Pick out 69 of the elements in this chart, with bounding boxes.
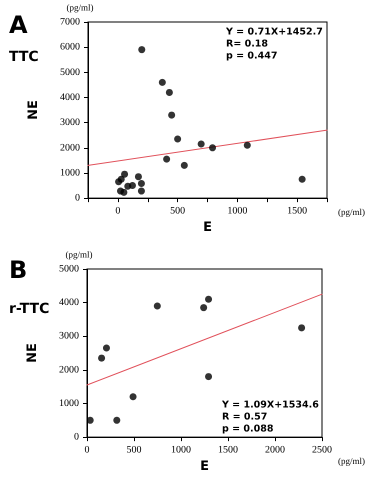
x-tick-label: 1500 xyxy=(287,206,308,217)
point xyxy=(163,156,170,163)
text: (pg/ml) xyxy=(338,207,365,217)
x-axis-title: E xyxy=(203,220,212,235)
annotation: p = 0.088 xyxy=(222,424,274,434)
text: TTC xyxy=(9,49,39,65)
x-tick-label: 1500 xyxy=(218,444,238,456)
point xyxy=(166,88,173,96)
y-tick-label: 0 xyxy=(75,192,80,204)
text: r-TTC xyxy=(9,301,50,317)
point xyxy=(180,162,188,169)
text: (pg/ml) xyxy=(66,250,92,260)
point xyxy=(121,170,128,178)
point xyxy=(138,46,146,54)
chart-title: B xyxy=(9,256,28,284)
y-tick-label: 6000 xyxy=(60,42,80,53)
y-tick-label: 0 xyxy=(74,432,79,443)
point xyxy=(168,112,176,119)
x-tick-label: 500 xyxy=(170,206,186,217)
y-tick-label: 7000 xyxy=(60,16,80,28)
point xyxy=(118,176,125,183)
point xyxy=(298,324,306,332)
y-tick-label: 4000 xyxy=(59,297,79,308)
point xyxy=(98,354,106,362)
point xyxy=(128,182,136,190)
annotation: R = 0.57 xyxy=(222,412,268,422)
point xyxy=(113,416,120,424)
y-tick-label: 3000 xyxy=(59,330,79,342)
x-tick-label: 1000 xyxy=(227,206,248,217)
annotation: Y = 0.71X+1452.7 xyxy=(225,26,323,38)
annotation: Y = 1.09X+1534.6 xyxy=(221,400,320,410)
text: (pg/ml) xyxy=(338,456,365,466)
point xyxy=(198,140,205,148)
x-tick-label: 500 xyxy=(126,444,142,456)
point xyxy=(298,176,306,183)
point xyxy=(174,135,182,142)
y-axis-title: NE xyxy=(26,100,41,120)
annotation: p = 0.447 xyxy=(226,50,278,62)
text: (pg/ml) xyxy=(66,2,94,12)
point xyxy=(209,144,216,152)
x-tick-label: 1000 xyxy=(171,444,191,456)
x-axis-title: E xyxy=(200,459,209,474)
y-tick-label: 5000 xyxy=(60,66,80,78)
point xyxy=(130,393,137,400)
y-tick-label: 2000 xyxy=(60,142,80,154)
y-tick-label: 1000 xyxy=(60,167,80,178)
x-tick-label: 0 xyxy=(115,206,120,217)
annotation: R= 0.18 xyxy=(226,38,268,50)
x-tick-label: 2000 xyxy=(265,444,285,456)
y-tick-label: 3000 xyxy=(60,117,80,128)
x-tick-label: 2500 xyxy=(312,444,332,456)
point xyxy=(138,180,145,188)
point xyxy=(138,188,145,195)
point xyxy=(134,173,142,180)
point xyxy=(205,296,212,303)
point xyxy=(244,142,251,149)
point xyxy=(158,78,166,86)
y-tick-label: 1000 xyxy=(59,398,79,409)
y-axis-title: NE xyxy=(25,343,40,363)
point xyxy=(205,373,212,380)
x-tick-label: 0 xyxy=(84,444,90,456)
y-tick-label: 5000 xyxy=(59,264,79,274)
point xyxy=(200,304,208,312)
y-tick-label: 2000 xyxy=(59,364,79,376)
point xyxy=(102,344,110,352)
point xyxy=(154,302,161,310)
point xyxy=(120,188,128,196)
y-tick-label: 4000 xyxy=(60,92,80,103)
chart-title: A xyxy=(9,11,28,39)
